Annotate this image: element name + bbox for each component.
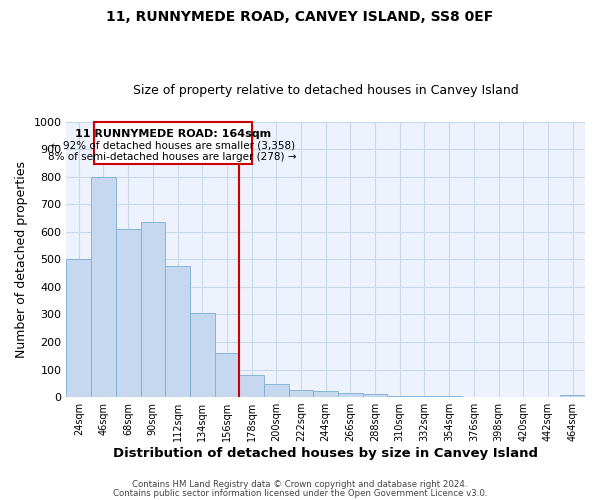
Bar [289,390,313,397]
Text: ← 92% of detached houses are smaller (3,358): ← 92% of detached houses are smaller (3,… [50,140,295,150]
Bar [412,396,437,397]
Bar [511,396,536,397]
Text: 8% of semi-detached houses are larger (278) →: 8% of semi-detached houses are larger (2… [49,152,297,162]
Bar [91,177,116,397]
Bar [165,266,190,397]
Bar [215,353,239,397]
Bar [190,313,215,397]
Text: 11, RUNNYMEDE ROAD, CANVEY ISLAND, SS8 0EF: 11, RUNNYMEDE ROAD, CANVEY ISLAND, SS8 0… [106,10,494,24]
Bar [560,395,585,397]
Bar [486,396,511,397]
Text: 11 RUNNYMEDE ROAD: 164sqm: 11 RUNNYMEDE ROAD: 164sqm [74,128,271,138]
Text: Contains public sector information licensed under the Open Government Licence v3: Contains public sector information licen… [113,488,487,498]
Bar [239,375,264,397]
Bar [264,384,289,397]
Bar [363,394,388,397]
Bar [437,396,461,397]
FancyBboxPatch shape [94,122,251,164]
X-axis label: Distribution of detached houses by size in Canvey Island: Distribution of detached houses by size … [113,447,538,460]
Bar [536,396,560,397]
Y-axis label: Number of detached properties: Number of detached properties [15,161,28,358]
Bar [140,222,165,397]
Title: Size of property relative to detached houses in Canvey Island: Size of property relative to detached ho… [133,84,518,97]
Bar [67,260,91,397]
Text: Contains HM Land Registry data © Crown copyright and database right 2024.: Contains HM Land Registry data © Crown c… [132,480,468,489]
Bar [313,391,338,397]
Bar [461,396,486,397]
Bar [388,396,412,397]
Bar [116,229,140,397]
Bar [338,393,363,397]
